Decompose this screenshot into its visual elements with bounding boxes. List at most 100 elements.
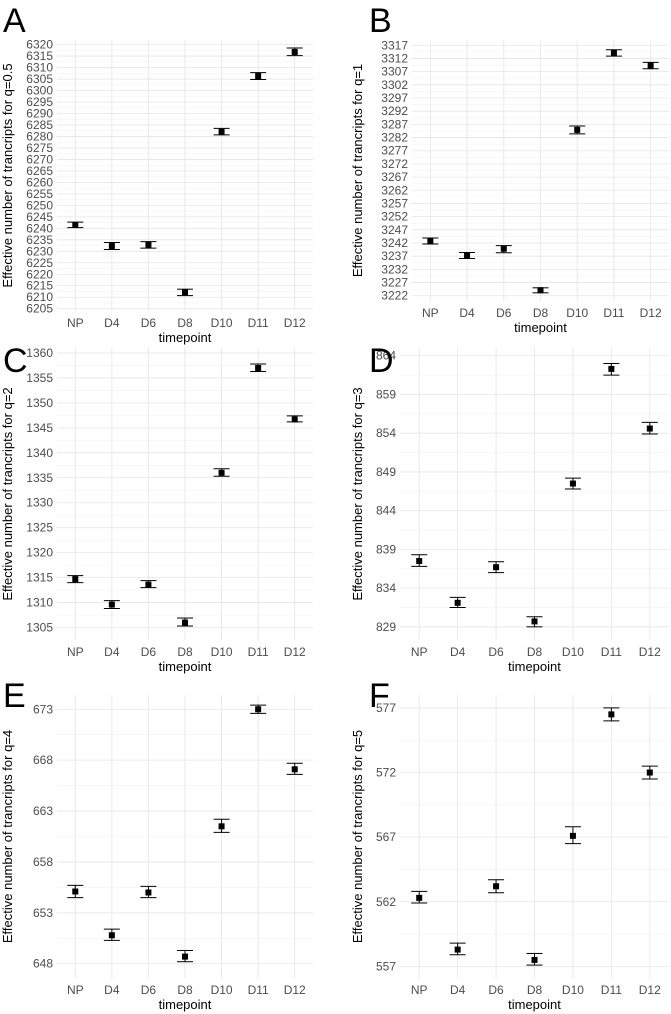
y-tick-label: 6220	[26, 267, 53, 281]
y-tick-label: 3267	[381, 170, 408, 184]
y-axis-title: Effective number of trancripts for q=2	[0, 387, 15, 600]
y-tick-label: 1330	[26, 496, 53, 510]
y-tick-label: 6310	[26, 61, 53, 75]
y-tick-label: 6295	[26, 95, 53, 109]
data-point	[291, 48, 298, 55]
x-tick-label: NP	[411, 983, 428, 997]
data-point	[531, 956, 538, 963]
y-tick-label: 6235	[26, 233, 53, 247]
y-tick-label: 829	[376, 620, 396, 634]
y-tick-label: 653	[33, 906, 53, 920]
x-tick-label: D4	[450, 983, 466, 997]
y-tick-label: 1345	[26, 421, 53, 435]
data-point	[72, 576, 79, 583]
x-tick-label: D11	[603, 306, 624, 320]
y-tick-label: 1315	[26, 571, 53, 585]
x-tick-label: D6	[141, 316, 157, 330]
data-point	[569, 480, 576, 487]
chart-panel-e: 648 653 658 663 668 673 NP D4 D6 D8 D10 D11 D12 Etime…	[0, 677, 313, 1012]
panel-letter: D	[369, 342, 394, 380]
y-tick-label: 6275	[26, 141, 53, 155]
panel-letter: A	[3, 2, 26, 40]
data-point	[255, 73, 262, 80]
y-tick-label: 864	[376, 349, 396, 363]
x-tick-label: D6	[141, 983, 157, 997]
y-tick-label: 6300	[26, 84, 53, 98]
x-tick-label: D4	[104, 983, 120, 997]
y-tick-label: 663	[33, 804, 53, 818]
y-tick-label: 1335	[26, 471, 53, 485]
x-tick-label: D6	[488, 983, 504, 997]
y-tick-label: 6240	[26, 221, 53, 235]
data-point	[569, 832, 576, 839]
data-point	[182, 619, 188, 626]
x-axis-title: timepoint	[159, 659, 212, 674]
y-tick-label: 6285	[26, 118, 53, 132]
x-tick-label: D12	[639, 983, 661, 997]
y-tick-label: 6245	[26, 210, 53, 224]
data-point	[72, 221, 79, 228]
y-tick-label: 6320	[26, 38, 53, 52]
x-tick-label: D4	[450, 645, 466, 659]
y-tick-label: 6290	[26, 106, 53, 120]
x-tick-label: D10	[562, 983, 584, 997]
x-tick-label: D4	[104, 316, 120, 330]
x-tick-label: D10	[566, 306, 588, 320]
chart-panel-b: 3222322732323237324232473252325732623267…	[350, 2, 669, 335]
data-point	[108, 932, 115, 939]
data-point	[531, 618, 538, 625]
y-tick-label: 6230	[26, 244, 53, 258]
y-tick-label: 3262	[381, 183, 408, 197]
y-tick-label: 562	[376, 895, 396, 909]
x-tick-label: NP	[67, 645, 84, 659]
data-point	[182, 953, 188, 960]
data-point	[493, 564, 500, 571]
data-point	[108, 601, 115, 608]
x-tick-label: D8	[527, 983, 543, 997]
x-tick-label: D6	[488, 645, 504, 659]
x-axis-title: timepoint	[514, 320, 567, 335]
x-axis-title: timepoint	[508, 997, 561, 1012]
y-tick-label: 839	[376, 542, 396, 556]
y-tick-label: 844	[376, 504, 396, 518]
y-tick-label: 6210	[26, 290, 53, 304]
data-point	[454, 599, 461, 606]
y-tick-label: 3312	[381, 51, 408, 65]
y-tick-label: 3232	[381, 262, 408, 276]
data-point	[218, 128, 225, 135]
data-point	[646, 769, 653, 776]
y-tick-label: 668	[33, 753, 53, 767]
y-tick-label: 1325	[26, 521, 53, 535]
x-axis-title: timepoint	[159, 330, 212, 345]
y-axis-title: Effective number of trancripts for q=5	[350, 730, 365, 943]
data-point	[493, 883, 500, 890]
y-tick-label: 854	[376, 426, 396, 440]
x-tick-label: D11	[601, 983, 622, 997]
y-tick-label: 3257	[381, 196, 408, 210]
data-point	[610, 49, 617, 56]
data-point	[464, 252, 471, 259]
data-point	[647, 62, 654, 69]
data-point	[574, 126, 581, 133]
y-tick-label: 3227	[381, 276, 408, 290]
panel-letter: B	[369, 2, 392, 40]
y-tick-label: 6315	[26, 49, 53, 63]
y-axis-title: Effective number of trancripts for q=0.5	[0, 63, 15, 287]
x-tick-label: D11	[248, 645, 269, 659]
panel-letter: F	[369, 677, 390, 715]
panel-letter: C	[3, 342, 28, 380]
x-tick-label: D12	[284, 645, 306, 659]
x-tick-label: D12	[640, 306, 662, 320]
data-point	[291, 416, 298, 423]
data-point	[291, 766, 298, 773]
y-tick-label: 3272	[381, 157, 408, 171]
x-tick-label: D8	[527, 645, 543, 659]
data-point	[608, 365, 615, 372]
x-tick-label: D8	[177, 316, 193, 330]
chart-panel-a: 6205621062156220622562306235624062456250…	[0, 2, 313, 345]
y-tick-label: 3222	[381, 289, 408, 303]
y-tick-label: 1355	[26, 371, 53, 385]
y-tick-label: 834	[376, 581, 396, 595]
data-point	[218, 469, 225, 476]
x-tick-label: D11	[248, 316, 269, 330]
